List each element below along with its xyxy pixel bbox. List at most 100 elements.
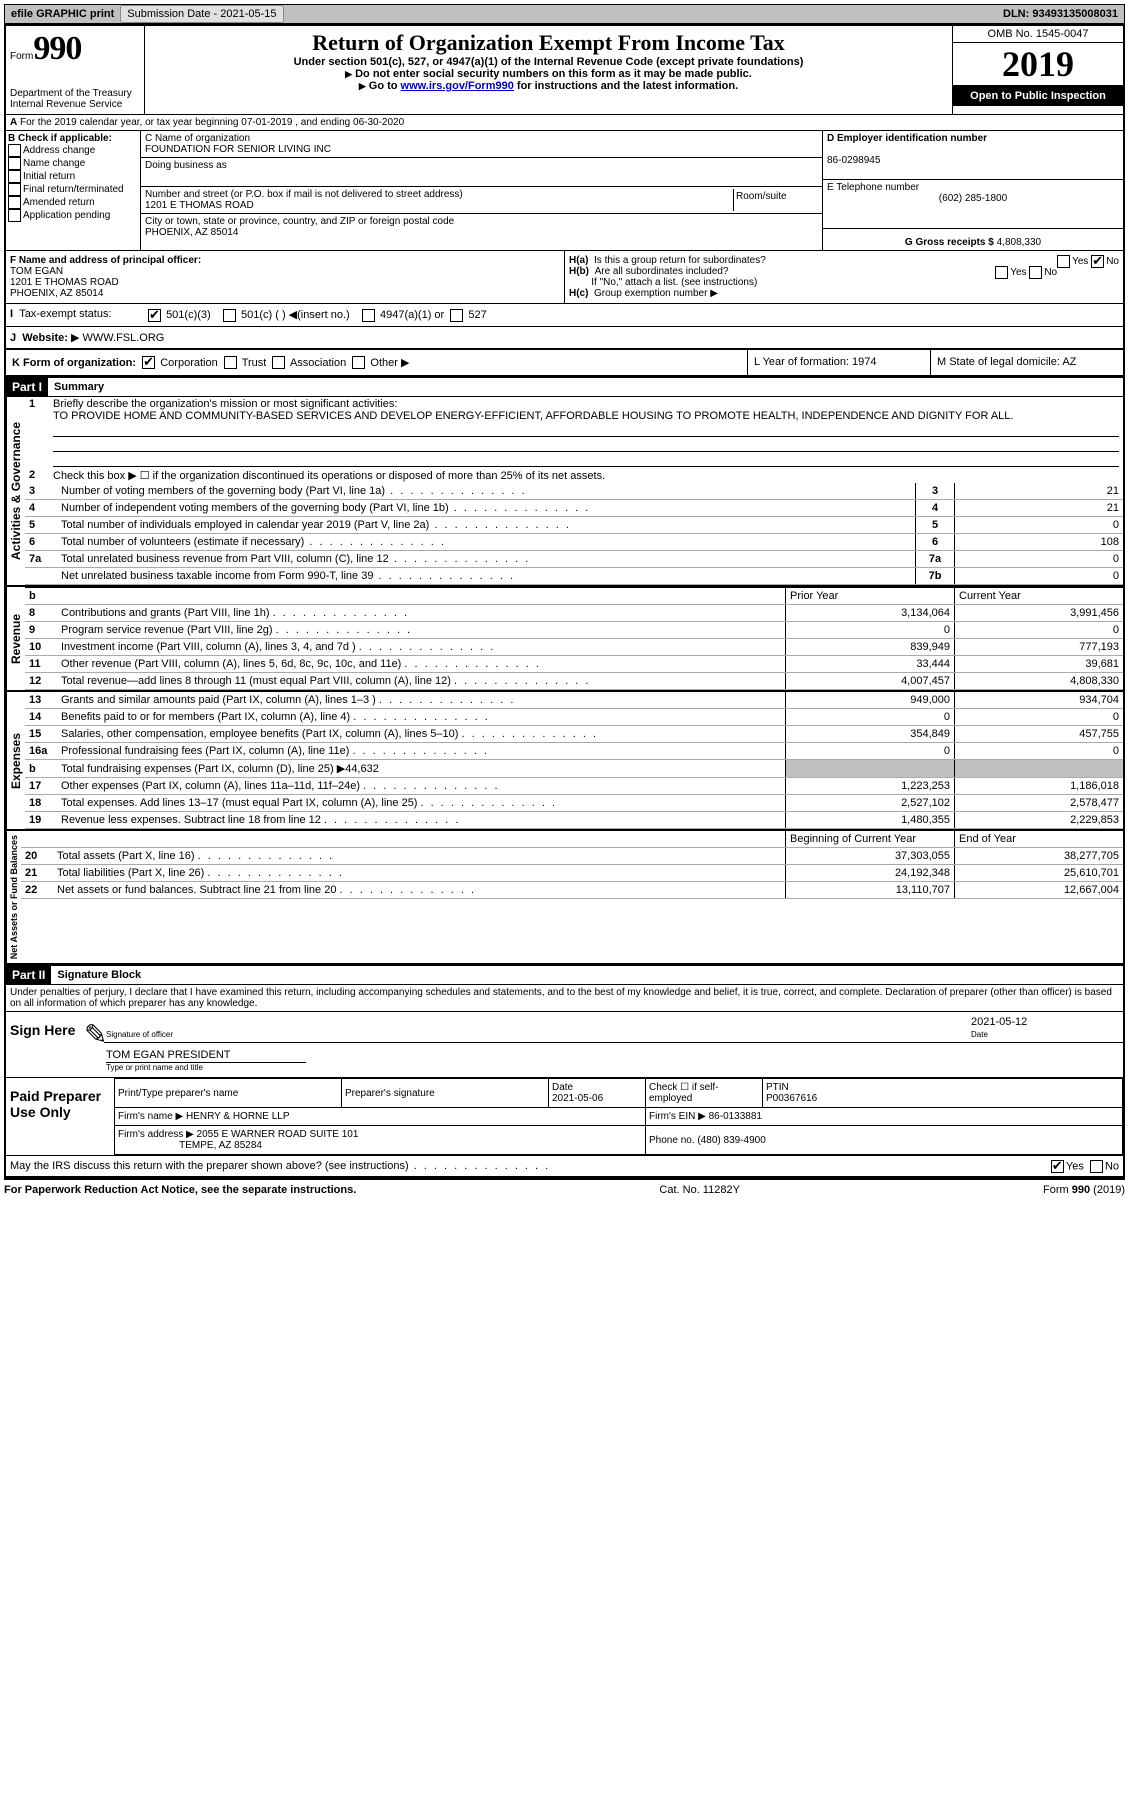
form-number-box: Form990 Department of the Treasury Inter… (6, 26, 145, 114)
row-i: I Tax-exempt status: 501(c)(3) 501(c) ( … (6, 304, 1123, 327)
table-row: 16aProfessional fundraising fees (Part I… (25, 743, 1123, 760)
city-label: City or town, state or province, country… (145, 216, 454, 227)
part1-label: Part I (6, 378, 48, 396)
table-row: 18Total expenses. Add lines 13–17 (must … (25, 795, 1123, 812)
revenue-table: b Prior Year Current Year 8Contributions… (25, 587, 1123, 690)
mission-label: Briefly describe the organization's miss… (53, 398, 397, 410)
checkbox-501c3[interactable] (148, 309, 161, 322)
checkbox-ha-no[interactable] (1091, 255, 1104, 268)
irs-label: Internal Revenue Service (10, 99, 140, 110)
vert-netassets: Net Assets or Fund Balances (6, 831, 21, 963)
table-row: 4Number of independent voting members of… (25, 500, 1123, 517)
checkbox-amended[interactable] (8, 196, 21, 209)
arrow-icon (359, 80, 369, 92)
prep-date: 2021-05-06 (552, 1093, 603, 1104)
checkbox-trust[interactable] (224, 356, 237, 369)
block-c: C Name of organization FOUNDATION FOR SE… (141, 131, 822, 250)
checkbox-hb-yes[interactable] (995, 266, 1008, 279)
hb-note: If "No," attach a list. (see instruction… (591, 277, 757, 288)
checkbox-hb-no[interactable] (1029, 266, 1042, 279)
table-row: 13Grants and similar amounts paid (Part … (25, 692, 1123, 709)
firm-addr: 2055 E WARNER ROAD SUITE 101 (197, 1129, 359, 1140)
opt-501c: 501(c) ( ) ◀(insert no.) (241, 309, 350, 321)
opt-amended: Amended return (23, 197, 95, 208)
expenses-table: 13Grants and similar amounts paid (Part … (25, 692, 1123, 829)
checkbox-pending[interactable] (8, 209, 21, 222)
opt-pending: Application pending (23, 210, 110, 221)
table-row: 20Total assets (Part X, line 16) 37,303,… (21, 848, 1123, 865)
gross-receipts-label: G Gross receipts $ (905, 237, 997, 248)
opt-corp: Corporation (160, 357, 217, 369)
top-toolbar: efile GRAPHIC print Submission Date - 20… (4, 4, 1125, 24)
table-row: 19Revenue less expenses. Subtract line 1… (25, 812, 1123, 829)
prep-sig-label: Preparer's signature (342, 1079, 549, 1108)
firm-ein: 86-0133881 (709, 1111, 762, 1122)
checkbox-discuss-no[interactable] (1090, 1160, 1103, 1173)
firm-ein-label: Firm's EIN ▶ (649, 1111, 706, 1122)
officer-label: F Name and address of principal officer: (10, 255, 201, 266)
phone-label: E Telephone number (827, 182, 919, 193)
addr-label: Number and street (or P.O. box if mail i… (145, 189, 463, 200)
arrow-icon (345, 68, 355, 80)
checkbox-ha-yes[interactable] (1057, 255, 1070, 268)
title-box: Return of Organization Exempt From Incom… (145, 26, 952, 114)
submission-date-button[interactable]: Submission Date - 2021-05-15 (120, 5, 283, 23)
pen-icon: ✎ (84, 1012, 104, 1077)
state-domicile: M State of legal domicile: AZ (930, 350, 1123, 376)
ein-value: 86-0298945 (827, 155, 880, 166)
instructions-link[interactable]: www.irs.gov/Form990 (401, 80, 514, 92)
checkbox-initial[interactable] (8, 170, 21, 183)
checkbox-address-change[interactable] (8, 144, 21, 157)
checkbox-527[interactable] (450, 309, 463, 322)
table-row: 15Salaries, other compensation, employee… (25, 726, 1123, 743)
col-end: End of Year (955, 831, 1124, 848)
vert-revenue: Revenue (6, 587, 25, 690)
sig-date: 2021-05-12 (971, 1016, 1027, 1028)
col-prior: Prior Year (786, 588, 955, 605)
checkbox-4947[interactable] (362, 309, 375, 322)
form-word: Form (10, 51, 33, 62)
org-name-label: C Name of organization (145, 133, 250, 144)
table-row: 12Total revenue—add lines 8 through 11 (… (25, 673, 1123, 690)
firm-name-label: Firm's name ▶ (118, 1111, 183, 1122)
dept-label: Department of the Treasury (10, 88, 140, 99)
footer-left: For Paperwork Reduction Act Notice, see … (4, 1184, 356, 1196)
street-address: 1201 E THOMAS ROAD (145, 200, 254, 211)
opt-initial: Initial return (23, 171, 75, 182)
part1-header: Part I Summary (6, 377, 1123, 397)
room-label: Room/suite (736, 191, 787, 202)
open-inspection: Open to Public Inspection (953, 86, 1123, 106)
tax-year: 2019 (953, 43, 1123, 86)
table-row: 7aTotal unrelated business revenue from … (25, 551, 1123, 568)
block-b-title: B Check if applicable: (8, 133, 112, 144)
checkbox-discuss-yes[interactable] (1051, 1160, 1064, 1173)
form-title: Return of Organization Exempt From Incom… (149, 30, 948, 56)
table-row: 22Net assets or fund balances. Subtract … (21, 882, 1123, 899)
part2-label: Part II (6, 966, 51, 984)
sig-officer-label: Signature of officer (106, 1030, 173, 1039)
line-a: A For the 2019 calendar year, or tax yea… (6, 115, 1123, 131)
goto-pre: Go to (369, 80, 401, 92)
goto-post: for instructions and the latest informat… (514, 80, 738, 92)
checkbox-final[interactable] (8, 183, 21, 196)
phone-value: (602) 285-1800 (939, 193, 1007, 204)
opt-trust: Trust (242, 357, 267, 369)
footer-mid: Cat. No. 11282Y (659, 1184, 740, 1196)
checkbox-other[interactable] (352, 356, 365, 369)
efile-label: efile GRAPHIC print (5, 6, 120, 22)
sig-date-label: Date (971, 1030, 988, 1039)
checkbox-assoc[interactable] (272, 356, 285, 369)
hb-label: Are all subordinates included? (595, 266, 729, 277)
checkbox-501c[interactable] (223, 309, 236, 322)
ptin-value: P00367616 (766, 1093, 817, 1104)
sig-name-label: Type or print name and title (106, 1062, 306, 1072)
checkbox-corp[interactable] (142, 356, 155, 369)
officer-addr1: 1201 E THOMAS ROAD (10, 277, 119, 288)
gross-receipts-value: 4,808,330 (997, 237, 1042, 248)
penalty-text: Under penalties of perjury, I declare th… (6, 985, 1123, 1011)
form-org-label: K Form of organization: (12, 357, 136, 369)
checkbox-name-change[interactable] (8, 157, 21, 170)
right-column: D Employer identification number 86-0298… (822, 131, 1123, 250)
table-row: 6Total number of volunteers (estimate if… (25, 534, 1123, 551)
website-label: Website: (22, 332, 68, 344)
